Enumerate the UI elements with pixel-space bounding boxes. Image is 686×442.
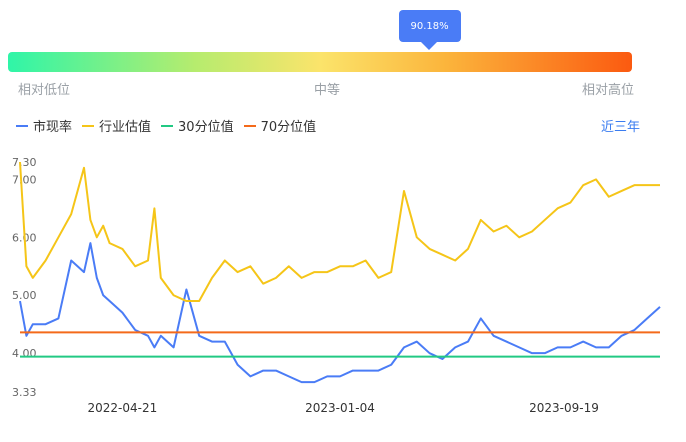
legend-label: 70分位值 (260, 120, 317, 135)
legend-label: 市现率 (33, 120, 73, 135)
legend-label: 30分位值 (178, 120, 234, 135)
y-tick-label: 5.00 (12, 289, 37, 302)
series-line (19, 161, 660, 303)
tooltip-value: 90.18% (410, 20, 449, 32)
period-selector[interactable]: 近三年 (600, 120, 640, 135)
legend-item[interactable]: 行业估值 (82, 116, 151, 135)
gauge-high-label: 相对高位 (582, 83, 635, 98)
legend-swatch (243, 124, 256, 127)
x-tick-label: 2023-01-04 (305, 401, 375, 415)
tooltip-percentile: 90.18% (398, 10, 461, 50)
x-tick-label: 2023-09-19 (529, 401, 599, 415)
legend-swatch (82, 124, 95, 127)
legend-item[interactable]: 30分位值 (161, 116, 234, 135)
legend-swatch (161, 124, 174, 127)
y-tick-label: 7.30 (12, 156, 37, 169)
y-tick-label: 3.33 (12, 386, 37, 399)
x-tick-label: 2022-04-21 (88, 401, 158, 415)
legend-item[interactable]: 70分位值 (243, 116, 317, 135)
y-tick-label: 7.00 (12, 173, 37, 186)
valuation-gauge-bar (8, 52, 632, 72)
chart-legend: 市现率 行业估值 30分位值 70分位值 (16, 116, 316, 135)
y-tick-label: 4.00 (12, 347, 37, 360)
gauge-low-label: 相对低位 (18, 83, 71, 98)
series-line (19, 242, 661, 384)
gauge-mid-label: 中等 (314, 83, 341, 98)
legend-label: 行业估值 (99, 120, 152, 135)
legend-item[interactable]: 市现率 (16, 116, 72, 135)
legend-swatch (16, 124, 28, 127)
